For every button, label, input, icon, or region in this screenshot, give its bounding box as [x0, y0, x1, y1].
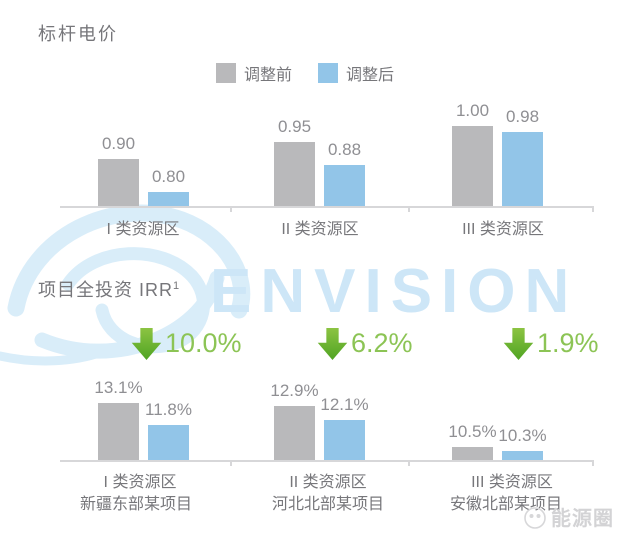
- axis-tick: [230, 460, 232, 466]
- value-label: 13.1%: [94, 378, 143, 398]
- axis-tick: [408, 206, 410, 212]
- bottom-category-region1: I 类资源区: [103, 474, 177, 491]
- bottom-x-axis: [60, 460, 594, 462]
- bar-before-project3: 10.5%: [448, 422, 497, 460]
- bar-before-region3: 1.00: [452, 101, 493, 206]
- value-label: 0.88: [327, 140, 362, 160]
- legend-item-after: 调整后: [318, 61, 394, 85]
- down-arrow-icon: [131, 328, 162, 360]
- legend: 调整前 调整后: [216, 61, 394, 85]
- bottom-project-label2: 河北北部某项目: [271, 496, 384, 513]
- down-arrow-icon: [503, 328, 534, 360]
- delta-value: 1.9%: [537, 328, 599, 358]
- bottom-category-region3: III 类资源区: [471, 474, 553, 491]
- bottom-category-region2: II 类资源区: [289, 474, 367, 491]
- bar-after-region2: 0.88: [324, 140, 365, 206]
- axis-tick: [592, 460, 594, 466]
- top-category-region3: III 类资源区: [462, 221, 544, 238]
- legend-item-before: 调整前: [216, 61, 292, 85]
- down-arrow-icon: [317, 328, 348, 360]
- axis-tick: [592, 206, 594, 212]
- footnote-marker: 1: [173, 280, 181, 292]
- badge-text: 能源圈: [551, 508, 614, 530]
- source-badge: 能源圈: [522, 502, 614, 531]
- bar-after-project2: 12.1%: [320, 395, 369, 460]
- top-x-axis: [60, 206, 594, 208]
- axis-tick: [230, 206, 232, 212]
- value-label: 0.95: [277, 117, 312, 137]
- value-label: 12.1%: [320, 395, 369, 415]
- legend-swatch-after: [318, 63, 339, 83]
- badge-face-icon: [524, 506, 546, 529]
- bar-after-region1: 0.80: [148, 167, 189, 206]
- bar-before-project2: 12.9%: [270, 381, 319, 460]
- bar-after-project1: 11.8%: [145, 400, 192, 460]
- legend-label-after: 调整后: [346, 67, 395, 84]
- delta-value: 10.0%: [165, 328, 242, 358]
- legend-label-before: 调整前: [244, 67, 293, 84]
- bar-after-region3: 0.98: [502, 107, 543, 206]
- delta-value: 6.2%: [351, 328, 413, 358]
- value-label: 0.98: [505, 107, 540, 127]
- value-label: 0.90: [101, 133, 136, 153]
- envision-wordmark-watermark: ENVISION: [210, 257, 579, 326]
- delta-region2: 6.2%: [317, 328, 413, 360]
- value-label: 10.3%: [498, 425, 547, 445]
- top-chart-title: 标杆电价: [38, 24, 118, 44]
- value-label: 10.5%: [448, 422, 497, 442]
- bar-before-region1: 0.90: [98, 134, 139, 206]
- legend-swatch-before: [216, 63, 236, 83]
- value-label: 12.9%: [270, 381, 319, 401]
- top-category-region2: II 类资源区: [281, 221, 359, 238]
- delta-region1: 10.0%: [131, 328, 242, 360]
- delta-region3: 1.9%: [503, 328, 599, 360]
- bottom-project-label3: 安徽北部某项目: [449, 496, 562, 513]
- axis-tick: [408, 460, 410, 466]
- value-label: 11.8%: [145, 400, 192, 420]
- bottom-chart-title-text: 项目全投资 IRR: [38, 280, 173, 300]
- value-label: 0.80: [151, 166, 186, 186]
- bar-before-region2: 0.95: [274, 117, 315, 206]
- value-label: 1.00: [455, 100, 490, 120]
- bottom-chart-title: 项目全投资 IRR1: [38, 276, 180, 302]
- bar-after-project3: 10.3%: [498, 426, 547, 460]
- bottom-project-label1: 新疆东部某项目: [79, 496, 192, 513]
- top-category-region1: I 类资源区: [106, 221, 180, 238]
- bar-before-project1: 13.1%: [94, 378, 143, 460]
